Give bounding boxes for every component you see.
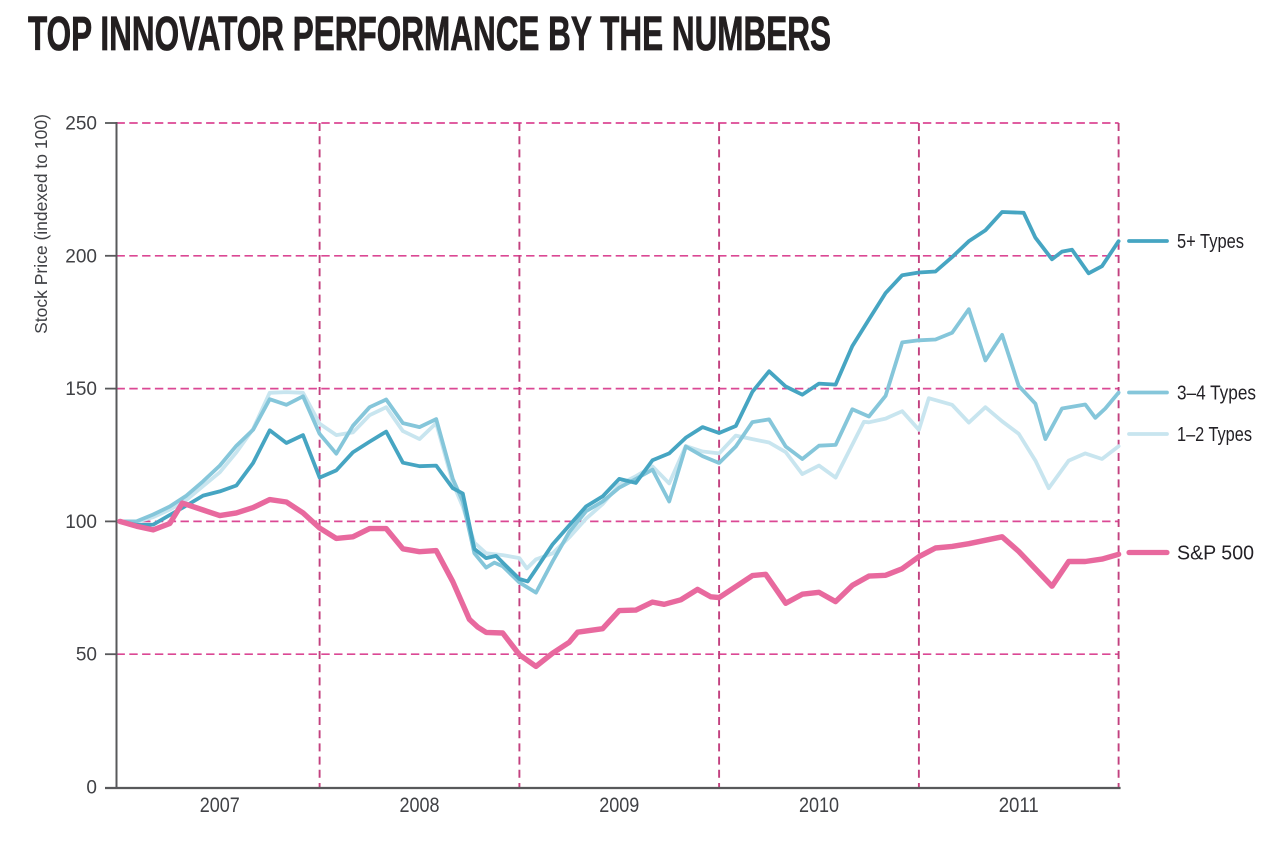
svg-text:2011: 2011	[999, 794, 1039, 817]
svg-text:100: 100	[65, 512, 97, 533]
svg-text:150: 150	[65, 379, 97, 400]
svg-text:5+ Types: 5+ Types	[1177, 231, 1244, 253]
svg-text:2008: 2008	[400, 794, 440, 817]
svg-text:200: 200	[65, 246, 97, 267]
svg-text:3–4 Types: 3–4 Types	[1177, 383, 1256, 405]
svg-text:2009: 2009	[599, 794, 639, 817]
svg-text:Stock Price (indexed to 100): Stock Price (indexed to 100)	[31, 114, 51, 334]
svg-text:0: 0	[86, 778, 97, 799]
svg-text:2010: 2010	[799, 794, 839, 817]
svg-text:50: 50	[76, 645, 97, 666]
svg-text:250: 250	[65, 114, 97, 135]
svg-text:1–2 Types: 1–2 Types	[1177, 424, 1252, 446]
svg-text:2007: 2007	[200, 794, 240, 817]
svg-text:S&P 500: S&P 500	[1177, 543, 1254, 565]
